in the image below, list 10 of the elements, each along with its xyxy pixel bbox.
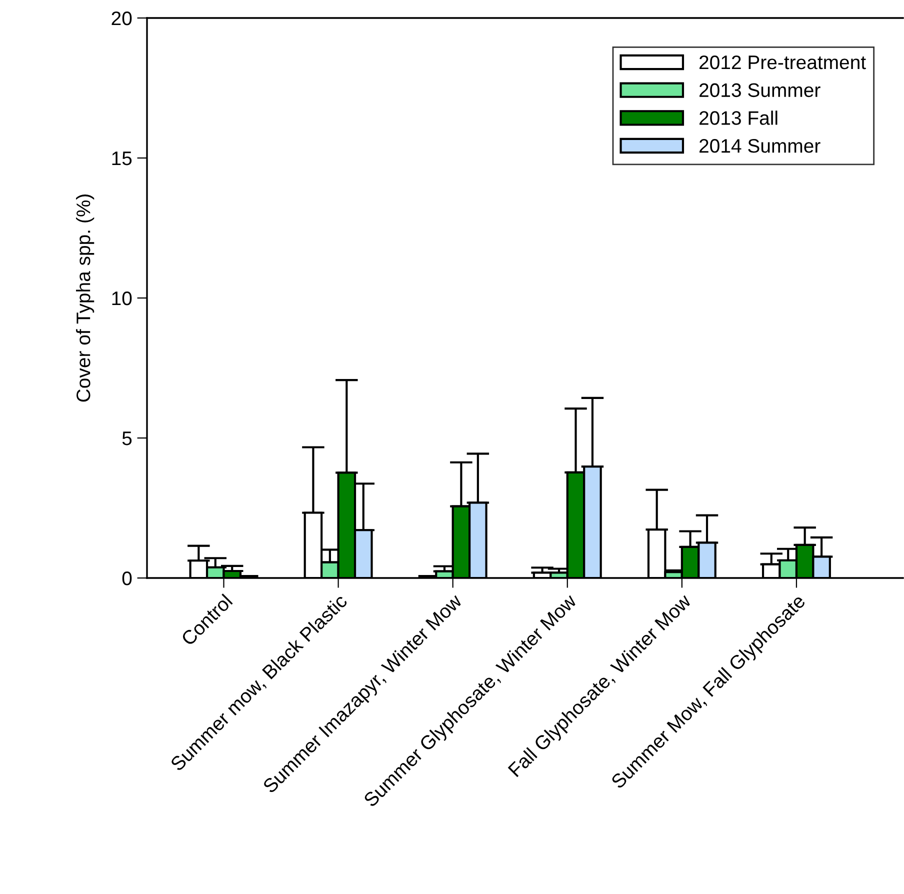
y-tick-label: 15 [112, 152, 132, 166]
y-tick-label: 5 [122, 432, 132, 446]
y-axis-title: Cover of Typha spp. (%) [76, 194, 94, 402]
legend-label: 2013 Fall [700, 110, 778, 125]
y-tick-label: 10 [112, 291, 132, 306]
y-tick-label: 0 [122, 571, 132, 586]
y-tick-label: 20 [112, 11, 132, 26]
legend-label: 2013 Summer [700, 83, 820, 98]
legend-label: 2014 Summer [700, 139, 820, 153]
legend-label: 2012 Pre-treatment [700, 55, 866, 70]
